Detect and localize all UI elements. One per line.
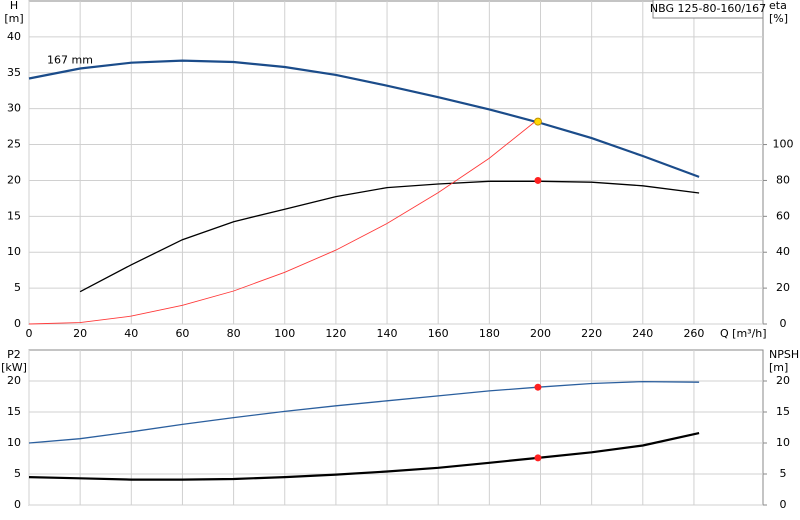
y2-tick-label: 0 — [780, 498, 787, 511]
duty-point — [534, 383, 542, 391]
y2-axis-unit: [%] — [769, 12, 788, 25]
y2-tick-label: 80 — [776, 173, 790, 186]
y2-tick-label: 10 — [776, 436, 790, 449]
series-line — [28, 432, 700, 481]
y-tick-label: 0 — [14, 498, 21, 511]
y2-axis-unit: [m] — [769, 361, 788, 374]
y-axis-unit: [m] — [4, 12, 23, 25]
series-line — [28, 119, 539, 325]
x-tick-label: 60 — [175, 327, 189, 340]
y-axis-label: P2 — [7, 348, 21, 361]
x-tick-label: 220 — [581, 327, 602, 340]
y2-tick-label: 40 — [776, 245, 790, 258]
y-tick-label: 20 — [7, 374, 21, 387]
curve-label: 167 mm — [47, 54, 93, 67]
x-axis-label: Q [m³/h] — [720, 327, 767, 340]
title-box — [652, 0, 764, 19]
y-tick-label: 40 — [7, 30, 21, 43]
x-tick-label: 200 — [530, 327, 551, 340]
series-line — [28, 380, 700, 444]
y-tick-label: 10 — [7, 436, 21, 449]
y-tick-label: 0 — [14, 317, 21, 330]
y2-tick-label: 5 — [780, 467, 787, 480]
y-axis-label: H — [10, 0, 18, 12]
x-tick-label: 180 — [479, 327, 500, 340]
duty-point — [534, 454, 542, 462]
duty-point — [533, 117, 542, 126]
y-axis-unit: [kW] — [1, 361, 27, 374]
x-tick-label: 160 — [428, 327, 449, 340]
y-tick-label: 30 — [7, 102, 21, 115]
y-tick-label: 10 — [7, 245, 21, 258]
plot-area — [28, 349, 764, 506]
chart-title: NBG 125-80-160/167 — [650, 2, 766, 15]
series-line — [79, 180, 700, 293]
y-tick-label: 25 — [7, 138, 21, 151]
x-tick-label: 20 — [73, 327, 87, 340]
y2-tick-label: 0 — [780, 317, 787, 330]
duty-point — [534, 176, 542, 184]
x-tick-label: 100 — [274, 327, 295, 340]
y-tick-label: 35 — [7, 66, 21, 79]
x-tick-label: 120 — [325, 327, 346, 340]
x-tick-label: 40 — [124, 327, 138, 340]
y-tick-label: 15 — [7, 209, 21, 222]
x-tick-label: 260 — [683, 327, 704, 340]
y2-axis-label: NPSH — [769, 348, 799, 361]
y2-tick-label: 20 — [776, 374, 790, 387]
y2-tick-label: 60 — [776, 209, 790, 222]
x-tick-label: 0 — [26, 327, 33, 340]
y2-tick-label: 15 — [776, 405, 790, 418]
y-tick-label: 5 — [14, 467, 21, 480]
y-tick-label: 5 — [14, 281, 21, 294]
y-tick-label: 20 — [7, 173, 21, 186]
y-tick-label: 15 — [7, 405, 21, 418]
y2-tick-label: 100 — [773, 138, 794, 151]
x-tick-label: 240 — [632, 327, 653, 340]
x-tick-label: 140 — [377, 327, 398, 340]
x-tick-label: 80 — [227, 327, 241, 340]
series-line — [28, 59, 700, 178]
plot-area — [28, 0, 764, 325]
y2-axis-label: eta — [769, 0, 787, 12]
y2-tick-label: 20 — [776, 281, 790, 294]
